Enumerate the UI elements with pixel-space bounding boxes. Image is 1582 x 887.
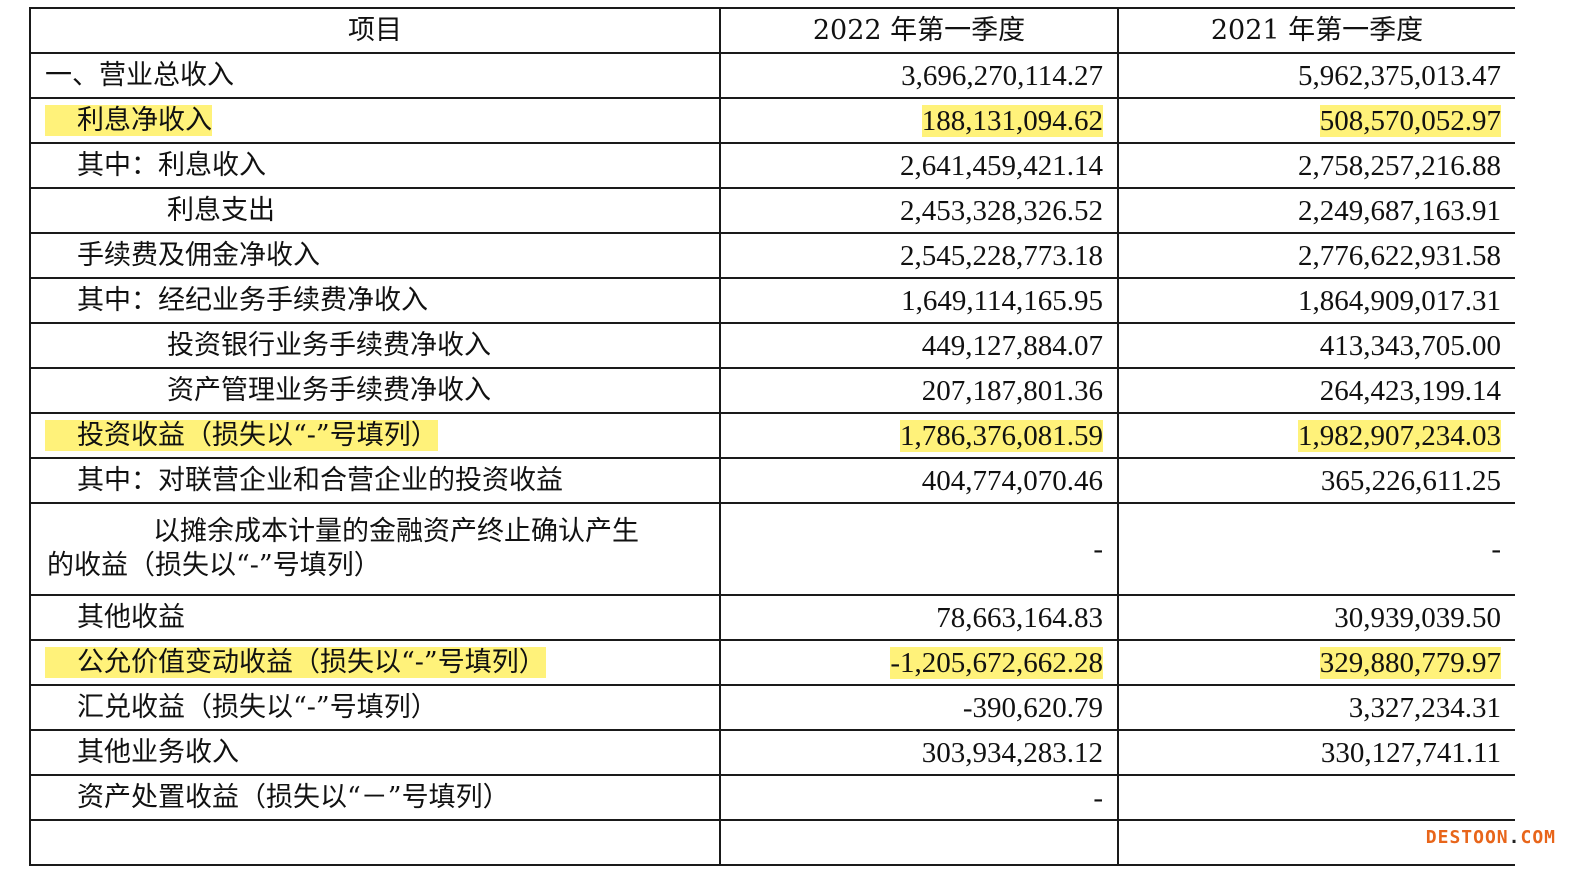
row-label: 利息净收入 (29, 97, 721, 144)
watermark-suffix: COM (1520, 827, 1556, 848)
table-row: 资产处置收益（损失以“－”号填列） - (29, 774, 1515, 821)
watermark-brand: DESTOON (1425, 827, 1509, 848)
table-row: 一、营业总收入 3,696,270,114.27 5,962,375,013.4… (29, 52, 1515, 99)
table-row: 利息支出 2,453,328,326.52 2,249,687,163.91 (29, 187, 1515, 234)
table-row: 其他业务收入 303,934,283.12 330,127,741.11 (29, 729, 1515, 776)
highlighted-value: -1,205,672,662.28 (890, 646, 1103, 679)
table-row: 其他收益 78,663,164.83 30,939,039.50 (29, 594, 1515, 641)
row-label (29, 819, 721, 866)
row-label-multiline: 以摊余成本计量的金融资产终止确认产生 的收益（损失以“-”号填列） (29, 502, 721, 596)
row-label: 投资收益（损失以“-”号填列） (29, 412, 721, 459)
row-label: 利息支出 (29, 187, 721, 234)
header-2021-q1: 2021 年第一季度 (1117, 7, 1515, 54)
highlighted-value: 1,982,907,234.03 (1298, 419, 1501, 452)
highlighted-value: 329,880,779.97 (1319, 646, 1501, 679)
value-2022: 449,127,884.07 (719, 322, 1119, 369)
value-2021: 330,127,741.11 (1117, 729, 1515, 776)
value-2021 (1117, 819, 1515, 866)
row-label: 其中：对联营企业和合营企业的投资收益 (29, 457, 721, 504)
value-2022: 188,131,094.62 (719, 97, 1119, 144)
header-item: 项目 (29, 7, 721, 54)
row-label: 其他业务收入 (29, 729, 721, 776)
table-row (29, 819, 1515, 866)
table-row: 以摊余成本计量的金融资产终止确认产生 的收益（损失以“-”号填列） - - (29, 502, 1515, 596)
value-2022: 3,696,270,114.27 (719, 52, 1119, 99)
value-2022: - (719, 502, 1119, 596)
row-label: 公允价值变动收益（损失以“-”号填列） (29, 639, 721, 686)
value-2022: 2,641,459,421.14 (719, 142, 1119, 189)
value-2021: 413,343,705.00 (1117, 322, 1515, 369)
value-2021: 3,327,234.31 (1117, 684, 1515, 731)
highlighted-value: 1,786,376,081.59 (900, 419, 1103, 452)
income-statement-table: 项目 2022 年第一季度 2021 年第一季度 一、营业总收入 3,696,2… (29, 7, 1515, 866)
watermark-logo: DESTOON.COM (1426, 827, 1556, 848)
row-label-line-2: 的收益（损失以“-”号填列） (47, 550, 381, 581)
value-2021: 2,776,622,931.58 (1117, 232, 1515, 279)
value-2021: 30,939,039.50 (1117, 594, 1515, 641)
value-2022 (719, 819, 1119, 866)
row-label: 汇兑收益（损失以“-”号填列） (29, 684, 721, 731)
table-row: 其中：利息收入 2,641,459,421.14 2,758,257,216.8… (29, 142, 1515, 189)
row-label: 投资银行业务手续费净收入 (29, 322, 721, 369)
row-label: 一、营业总收入 (29, 52, 721, 99)
watermark-dot: . (1508, 827, 1521, 848)
row-label: 其中：利息收入 (29, 142, 721, 189)
header-2022-q1: 2022 年第一季度 (719, 7, 1119, 54)
value-2022: 2,545,228,773.18 (719, 232, 1119, 279)
table-row: 手续费及佣金净收入 2,545,228,773.18 2,776,622,931… (29, 232, 1515, 279)
table-row: 资产管理业务手续费净收入 207,187,801.36 264,423,199.… (29, 367, 1515, 414)
table-row: 公允价值变动收益（损失以“-”号填列） -1,205,672,662.28 32… (29, 639, 1515, 686)
highlighted-label: 投资收益（损失以“-”号填列） (45, 419, 438, 451)
row-label: 其中：经纪业务手续费净收入 (29, 277, 721, 324)
highlighted-value: 188,131,094.62 (921, 104, 1103, 137)
value-2021: 1,982,907,234.03 (1117, 412, 1515, 459)
value-2022: 207,187,801.36 (719, 367, 1119, 414)
value-2021: 5,962,375,013.47 (1117, 52, 1515, 99)
row-label: 手续费及佣金净收入 (29, 232, 721, 279)
table-row: 汇兑收益（损失以“-”号填列） -390,620.79 3,327,234.31 (29, 684, 1515, 731)
table-row: 投资银行业务手续费净收入 449,127,884.07 413,343,705.… (29, 322, 1515, 369)
value-2021 (1117, 774, 1515, 821)
row-label: 其他收益 (29, 594, 721, 641)
table-row: 利息净收入 188,131,094.62 508,570,052.97 (29, 97, 1515, 144)
value-2022: -390,620.79 (719, 684, 1119, 731)
row-label-line-1: 以摊余成本计量的金融资产终止确认产生 (153, 516, 639, 547)
table-header-row: 项目 2022 年第一季度 2021 年第一季度 (29, 7, 1515, 54)
value-2021: - (1117, 502, 1515, 596)
table-row: 其中：经纪业务手续费净收入 1,649,114,165.95 1,864,909… (29, 277, 1515, 324)
value-2022: 404,774,070.46 (719, 457, 1119, 504)
highlighted-label: 公允价值变动收益（损失以“-”号填列） (45, 646, 546, 678)
value-2022: 2,453,328,326.52 (719, 187, 1119, 234)
value-2022: 78,663,164.83 (719, 594, 1119, 641)
value-2021: 329,880,779.97 (1117, 639, 1515, 686)
row-label: 资产处置收益（损失以“－”号填列） (29, 774, 721, 821)
highlighted-value: 508,570,052.97 (1319, 104, 1501, 137)
value-2022: -1,205,672,662.28 (719, 639, 1119, 686)
value-2022: 1,649,114,165.95 (719, 277, 1119, 324)
value-2021: 2,758,257,216.88 (1117, 142, 1515, 189)
value-2022: - (719, 774, 1119, 821)
value-2021: 2,249,687,163.91 (1117, 187, 1515, 234)
row-label: 资产管理业务手续费净收入 (29, 367, 721, 414)
value-2021: 264,423,199.14 (1117, 367, 1515, 414)
value-2022: 1,786,376,081.59 (719, 412, 1119, 459)
income-statement-sheet: 项目 2022 年第一季度 2021 年第一季度 一、营业总收入 3,696,2… (29, 7, 1515, 887)
value-2022: 303,934,283.12 (719, 729, 1119, 776)
table-row: 投资收益（损失以“-”号填列） 1,786,376,081.59 1,982,9… (29, 412, 1515, 459)
value-2021: 365,226,611.25 (1117, 457, 1515, 504)
highlighted-label: 利息净收入 (45, 104, 212, 136)
value-2021: 508,570,052.97 (1117, 97, 1515, 144)
table-row: 其中：对联营企业和合营企业的投资收益 404,774,070.46 365,22… (29, 457, 1515, 504)
value-2021: 1,864,909,017.31 (1117, 277, 1515, 324)
